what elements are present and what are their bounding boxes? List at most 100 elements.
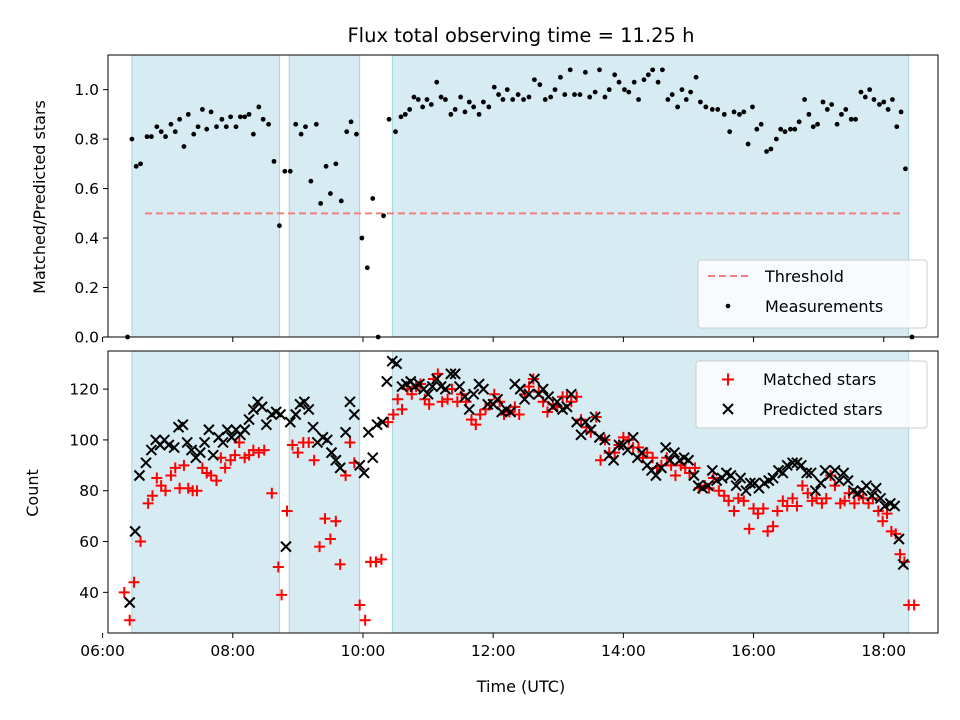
top-series-1-point-75 (486, 104, 492, 110)
bottom-series-2-point-86 (514, 383, 526, 395)
bottom-legend: Matched stars Predicted stars (695, 360, 928, 429)
x-tick-label-1: 06:00 (80, 642, 125, 660)
bottom-series-2-point-142 (777, 467, 789, 479)
bottom-series-1-point-34 (281, 505, 293, 517)
bottom-series-1-point-4 (135, 536, 147, 548)
bottom-series-1-point-132 (757, 503, 769, 515)
top-series-1-point-136 (788, 126, 793, 132)
bottom-series-2-point-118 (664, 454, 676, 466)
x-tick-label-2: 08:00 (210, 642, 255, 660)
top-series-1-point-39 (308, 178, 314, 184)
top-series-1-point-35 (287, 168, 293, 174)
bottom-series-1-point-51 (370, 556, 382, 568)
top-series-1-point-23 (228, 114, 234, 120)
bottom-series-2-point-119 (668, 446, 681, 459)
bottom-series-2-point-18 (203, 424, 215, 436)
bottom-y-tick-label-2: 60 (79, 533, 99, 551)
measurements-legend-marker (725, 303, 731, 309)
bottom-series-1-point-31 (266, 487, 278, 499)
top-series-1-point-151 (858, 89, 864, 95)
bottom-series-2-point-46 (330, 454, 342, 466)
bottom-series-1-point-118 (689, 462, 701, 474)
bottom-series-1-point-45 (340, 469, 352, 481)
top-series-1-point-81 (515, 92, 521, 97)
top-series-1-point-109 (655, 79, 661, 85)
top-series-1-point-156 (881, 99, 887, 105)
bottom-series-2-point-2 (129, 525, 141, 538)
top-series-1-point-66 (443, 97, 448, 102)
top-y-tick-label-6: 1.0 (74, 81, 99, 99)
top-series-1-point-150 (853, 116, 858, 122)
top-series-1-point-73 (476, 111, 482, 117)
top-series-1-point-43 (328, 191, 333, 196)
top-series-1-point-17 (199, 107, 205, 112)
top-series-1-point-18 (204, 126, 210, 132)
top-series-1-point-125 (737, 111, 742, 117)
top-series-1-point-4 (138, 161, 143, 167)
top-series-1-point-27 (246, 111, 252, 117)
bottom-series-1-point-125 (723, 495, 735, 507)
predicted-legend-label: Predicted stars (763, 400, 883, 419)
top-series-1-point-59 (411, 94, 417, 100)
top-series-1-point-127 (745, 141, 751, 147)
top-observing-window-1 (131, 54, 280, 338)
top-series-1-point-14 (185, 111, 191, 117)
top-series-1-point-7 (154, 124, 160, 130)
top-series-1-point-78 (500, 97, 506, 102)
bottom-series-1-point-3 (128, 576, 140, 588)
bottom-y-axis-label: Count (23, 469, 42, 517)
top-series-1-point-133 (773, 136, 779, 142)
bottom-series-1-point-143 (810, 492, 822, 504)
top-series-1-point-68 (452, 107, 458, 112)
top-series-1-point-146 (834, 121, 840, 127)
top-series-1-point-155 (877, 102, 882, 107)
top-series-1-point-5 (144, 134, 150, 140)
bottom-series-2-point-104 (599, 434, 611, 446)
top-series-1-point-90 (562, 92, 568, 97)
top-series-1-point-114 (679, 87, 685, 93)
bottom-series-1-point-56 (396, 403, 408, 415)
x-tick-label-5: 14:00 (601, 642, 646, 660)
bottom-series-2-point-115 (650, 469, 662, 482)
bottom-plot-frame (107, 350, 939, 634)
top-y-tick-label-5: 0.8 (74, 131, 99, 149)
bottom-series-2-point-76 (467, 388, 480, 400)
top-series-1-point-13 (181, 144, 187, 149)
top-series-1-point-70 (462, 109, 468, 115)
bottom-series-1-point-55 (392, 393, 404, 405)
bottom-series-1-point-134 (767, 520, 779, 532)
top-series-1-point-54 (386, 116, 392, 122)
bottom-series-2-point-106 (607, 454, 620, 466)
bottom-series-1-point-149 (839, 495, 851, 507)
bottom-series-2-point-112 (636, 446, 648, 459)
top-series-1-point-6 (148, 134, 154, 140)
bottom-series-2-point-107 (613, 439, 625, 451)
bottom-series-2-point-160 (860, 479, 873, 492)
bottom-series-1-point-157 (877, 515, 889, 527)
bottom-series-1-point-76 (488, 388, 500, 400)
top-y-tick-label-2: 0.2 (74, 279, 99, 297)
top-series-1-point-160 (898, 109, 904, 115)
bottom-series-1-point-44 (334, 558, 346, 570)
top-series-1-point-48 (354, 131, 359, 137)
bottom-series-2-point-37 (289, 408, 302, 421)
bottom-series-1-point-128 (738, 495, 750, 507)
bottom-series-1-point-72 (470, 419, 482, 431)
top-series-1-point-102 (622, 87, 627, 93)
top-series-1-point-41 (318, 201, 324, 206)
threshold-legend-label: Threshold (764, 267, 844, 286)
top-series-1-point-122 (721, 111, 727, 117)
top-series-1-point-135 (782, 129, 788, 135)
bottom-series-2-point-96 (561, 401, 573, 413)
top-series-1-point-161 (903, 166, 908, 172)
bottom-observing-window-1 (131, 350, 280, 634)
bottom-series-1-point-20 (210, 475, 222, 487)
bottom-series-2-point-102 (589, 411, 601, 423)
chart-title: Flux total observing time = 11.25 h (347, 24, 694, 47)
top-series-1-point-86 (542, 97, 548, 102)
top-series-1-point-97 (597, 67, 602, 73)
bottom-series-1-point-11 (169, 462, 181, 474)
bottom-series-2-point-123 (688, 469, 700, 482)
top-series-1-point-142 (815, 121, 820, 127)
